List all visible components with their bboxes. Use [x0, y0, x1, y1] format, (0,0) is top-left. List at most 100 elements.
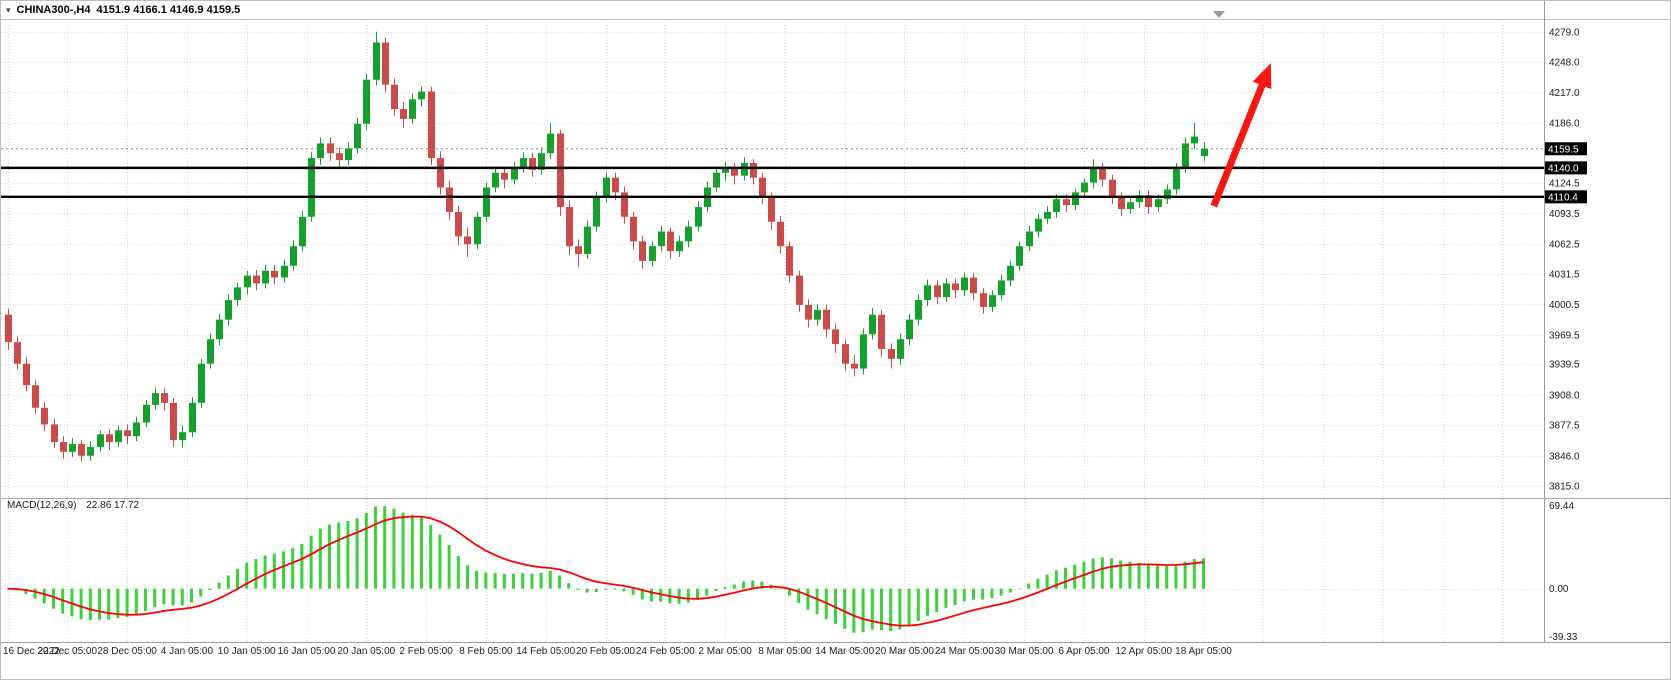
bull-candle [695, 207, 702, 227]
bear-candle [851, 363, 858, 369]
bull-candle [207, 339, 214, 364]
bull-candle [897, 339, 904, 359]
bear-candle [639, 241, 646, 261]
bull-candle [317, 143, 324, 159]
time-axis-label: 6 Apr 05:00 [1058, 646, 1110, 657]
bull-candle [961, 277, 968, 291]
time-axis-label: 20 Jan 05:00 [337, 646, 395, 657]
time-axis-label: 20 Mar 05:00 [875, 646, 934, 657]
bear-candle [1099, 167, 1106, 180]
price-axis-label: 3877.5 [1549, 420, 1580, 431]
bull-candle [943, 283, 950, 298]
bear-candle [41, 407, 48, 425]
bear-candle [952, 283, 959, 291]
bull-candle [1191, 136, 1198, 144]
time-axis-label: 24 Mar 05:00 [935, 646, 994, 657]
bull-candle [814, 309, 821, 320]
bull-candle [676, 241, 683, 252]
bull-candle [924, 285, 931, 301]
chart-symbol-period: CHINA300-,H4 [16, 4, 91, 16]
bear-candle [501, 172, 508, 180]
bull-candle [483, 187, 490, 217]
price-axis-label: 3908.0 [1549, 391, 1580, 402]
price-axis-label: 4000.5 [1549, 300, 1580, 311]
time-axis-label: 28 Dec 05:00 [97, 646, 157, 657]
bear-candle [970, 277, 977, 294]
bear-candle [124, 430, 131, 437]
candles [5, 31, 1208, 462]
bull-candle [998, 280, 1005, 296]
time-axis-label: 16 Dec 2022 [3, 646, 60, 657]
bear-candle [1063, 199, 1070, 206]
bull-candle [915, 300, 922, 320]
bull-candle [179, 432, 186, 441]
bull-candle [989, 295, 996, 307]
price-axis-label: 4031.5 [1549, 270, 1580, 281]
price-tag: 4140.0 [1548, 163, 1579, 174]
macd-axis-label: 69.44 [1549, 501, 1574, 512]
time-axis-label: 30 Mar 05:00 [995, 646, 1054, 657]
time-axis-label: 18 Apr 05:00 [1175, 646, 1232, 657]
bear-candle [878, 314, 885, 350]
time-axis-label: 8 Feb 05:00 [459, 646, 513, 657]
price-axis-label: 4062.5 [1549, 239, 1580, 250]
bear-candle [446, 187, 453, 212]
bull-candle [1164, 189, 1171, 200]
macd-axis-label: -39.33 [1549, 632, 1578, 643]
chart-menu-icon[interactable]: ▾ [6, 4, 11, 15]
bull-candle [1090, 167, 1097, 183]
bear-candle [1109, 179, 1116, 198]
indicator-name: MACD(12,26,9) [7, 500, 77, 511]
macd-signal-line [7, 515, 1204, 627]
bull-candle [869, 314, 876, 335]
price-tag-bg [1545, 190, 1587, 204]
bear-candle [612, 177, 619, 193]
trend-arrow[interactable] [1210, 63, 1272, 208]
bear-candle [823, 309, 830, 330]
bear-candle [428, 91, 435, 159]
bull-candle [603, 177, 610, 198]
bull-candle [69, 444, 76, 452]
time-axis-label: 2 Feb 05:00 [399, 646, 453, 657]
bull-candle [225, 300, 232, 320]
chart-frame [1, 1, 1670, 643]
time-axis-label: 8 Mar 05:00 [758, 646, 812, 657]
price-axis[interactable]: 4279.0 4248.0 4217.0 4186.0 4124.5 4093.5 4062… [1545, 27, 1587, 643]
bear-candle [768, 197, 775, 222]
bull-candle [741, 162, 748, 176]
bull-candle [584, 226, 591, 255]
bull-candle [97, 434, 104, 447]
price-tag-bg [1545, 161, 1587, 175]
bull-candle [1053, 199, 1060, 212]
bull-candle [649, 246, 656, 261]
bear-candle [51, 424, 58, 443]
bull-candle [189, 402, 196, 433]
bear-candle [888, 349, 895, 359]
bear-candle [437, 158, 444, 188]
support-resistance-lines[interactable] [1, 166, 1544, 199]
bull-candle [115, 430, 122, 443]
bull-candle [133, 422, 140, 437]
time-axis-label: 14 Mar 05:00 [815, 646, 874, 657]
bull-candle [538, 153, 545, 170]
bull-candle [906, 319, 913, 340]
bull-candle [244, 275, 251, 288]
bull-candle [418, 91, 425, 100]
chart-shift-marker[interactable] [1213, 11, 1225, 18]
bull-candle [1127, 202, 1134, 209]
bull-candle [1136, 195, 1143, 203]
time-axis-label: 2 Mar 05:00 [698, 646, 752, 657]
bear-candle [566, 207, 573, 247]
bull-candle [1016, 246, 1023, 266]
time-axis-label: 14 Feb 05:00 [516, 646, 575, 657]
price-axis-label: 3815.0 [1549, 482, 1580, 493]
bull-candle [216, 319, 223, 340]
bear-candle [832, 329, 839, 345]
bull-candle [281, 265, 288, 278]
bull-candle [143, 404, 150, 423]
price-axis-label: 3846.0 [1549, 451, 1580, 462]
time-axis-label: 22 Dec 05:00 [38, 646, 98, 657]
chart-ohlc-values: 4151.9 4166.1 4146.9 4159.5 [96, 4, 241, 16]
